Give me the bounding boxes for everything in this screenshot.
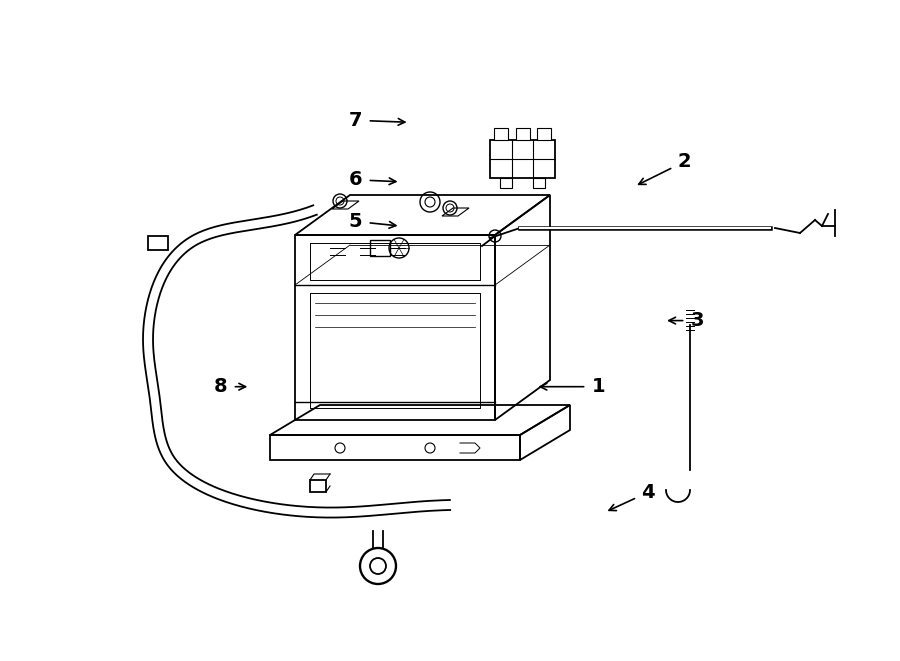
FancyBboxPatch shape (500, 178, 512, 188)
FancyBboxPatch shape (537, 128, 551, 140)
Text: 8: 8 (213, 377, 228, 396)
FancyBboxPatch shape (494, 128, 508, 140)
Text: 5: 5 (348, 212, 363, 231)
FancyBboxPatch shape (490, 140, 555, 178)
FancyBboxPatch shape (516, 128, 529, 140)
Text: 7: 7 (349, 111, 362, 130)
Text: 4: 4 (641, 483, 655, 502)
Text: 3: 3 (691, 311, 704, 330)
FancyBboxPatch shape (533, 178, 544, 188)
Text: 2: 2 (677, 153, 691, 171)
Text: 6: 6 (348, 171, 363, 189)
Text: 1: 1 (591, 377, 606, 396)
